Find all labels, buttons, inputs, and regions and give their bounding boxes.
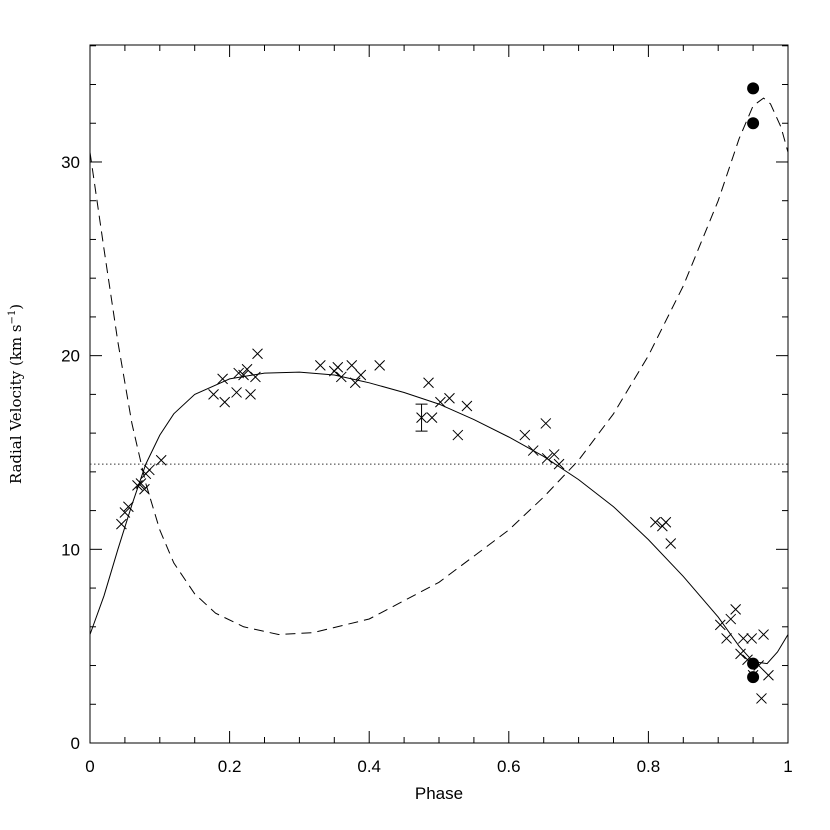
primary-data-point: [725, 613, 737, 625]
primary-data-point: [527, 445, 539, 456]
x-axis-title: Phase: [415, 784, 463, 803]
primary-data-point: [435, 396, 446, 408]
primary-data-point: [763, 669, 774, 681]
primary-data-point: [143, 464, 155, 476]
error-bar: [415, 403, 428, 432]
primary-data-point: [423, 377, 434, 389]
data-points: [116, 82, 774, 704]
primary-data-point: [737, 633, 749, 644]
primary-data-point: [746, 633, 758, 644]
primary-data-point: [426, 412, 438, 423]
secondary-data-point: [747, 657, 760, 670]
axis-ticks: [89, 45, 789, 744]
primary-data-point: [208, 389, 219, 400]
primary-data-point: [548, 449, 560, 460]
primary-data-point: [444, 392, 455, 404]
primary-data-point: [250, 371, 261, 383]
primary-data-point: [665, 538, 677, 549]
primary-data-point: [231, 387, 242, 398]
secondary-data-point: [747, 117, 760, 130]
primary-data-point: [540, 418, 552, 429]
y-axis-title-main: Radial Velocity (km s: [7, 324, 25, 484]
primary-data-point: [541, 452, 553, 464]
primary-data-point: [155, 454, 167, 466]
primary-data-point: [452, 429, 464, 441]
primary-data-point: [335, 371, 347, 383]
primary-data-point: [461, 400, 473, 412]
primary-data-point: [349, 377, 361, 389]
primary-data-point: [650, 516, 661, 528]
velocity-curves: [89, 97, 789, 665]
secondary-data-point: [747, 671, 760, 684]
primary-data-point: [314, 359, 326, 371]
primary-velocity-curve: [89, 371, 789, 665]
secondary-velocity-curve: [89, 97, 789, 636]
y-tick-label: 0: [71, 734, 80, 753]
primary-data-point: [519, 429, 531, 441]
primary-data-point: [217, 373, 228, 385]
x-tick-label: 0.2: [218, 757, 242, 776]
primary-data-point: [756, 693, 767, 704]
y-axis-title-end: ): [7, 304, 25, 310]
primary-data-point: [355, 369, 367, 381]
primary-data-point: [735, 648, 746, 660]
primary-data-point: [116, 518, 127, 530]
y-tick-label: 10: [61, 540, 80, 559]
primary-data-point: [730, 604, 742, 615]
primary-data-point: [252, 348, 263, 360]
primary-data-point: [553, 458, 565, 470]
x-tick-label: 0.8: [637, 757, 661, 776]
primary-data-point: [245, 389, 256, 400]
y-axis-title-sup: −1: [7, 310, 18, 325]
primary-data-point: [135, 478, 147, 489]
x-tick-label: 1: [783, 757, 792, 776]
primary-data-point: [346, 359, 358, 371]
x-tick-label: 0.6: [497, 757, 521, 776]
primary-data-point: [758, 629, 769, 640]
primary-data-point: [123, 501, 134, 513]
secondary-data-point: [747, 82, 760, 95]
primary-data-point: [660, 516, 672, 528]
primary-data-point: [238, 369, 249, 381]
primary-data-point: [714, 619, 726, 631]
y-tick-label: 30: [61, 153, 80, 172]
primary-data-point: [119, 507, 131, 518]
primary-data-point: [219, 396, 231, 408]
primary-data-point: [374, 359, 386, 371]
x-tick-label: 0.4: [357, 757, 381, 776]
primary-data-point: [139, 483, 150, 495]
y-tick-label: 20: [61, 347, 80, 366]
primary-data-point: [721, 633, 732, 644]
y-axis-title: Radial Velocity (km s−1): [7, 304, 25, 484]
primary-data-point: [132, 480, 143, 491]
x-tick-label: 0: [85, 757, 94, 776]
primary-data-point: [332, 361, 344, 373]
